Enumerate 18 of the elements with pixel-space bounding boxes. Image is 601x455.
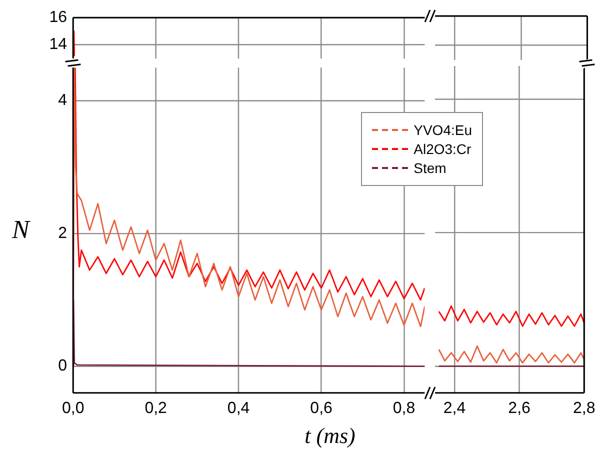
x-axis-title: t (ms) (304, 423, 356, 449)
x-tick-label: 0,8 (392, 398, 416, 417)
y-axis-title: N (12, 214, 30, 244)
legend-label: Al2O3:Cr (414, 141, 472, 157)
y-tick-label: 2 (58, 224, 68, 242)
x-tick-label: 0,4 (227, 398, 250, 417)
x-tick-label: 2,4 (443, 398, 466, 417)
y-tick-label: 0 (58, 356, 68, 375)
y-tick-label: 14 (49, 36, 68, 54)
legend-label: Stem (414, 160, 446, 176)
x-tick-label: 2,8 (572, 398, 596, 417)
legend-label: YVO4:Eu (414, 122, 472, 138)
x-tick-label: 2,6 (508, 398, 530, 417)
y-tick-label: 4 (58, 91, 68, 110)
x-tick-label: 0,6 (310, 398, 332, 417)
y-tick-label: 16 (49, 9, 68, 26)
x-tick-label: 0,2 (144, 398, 168, 417)
x-tick-label: 0,0 (62, 398, 84, 417)
